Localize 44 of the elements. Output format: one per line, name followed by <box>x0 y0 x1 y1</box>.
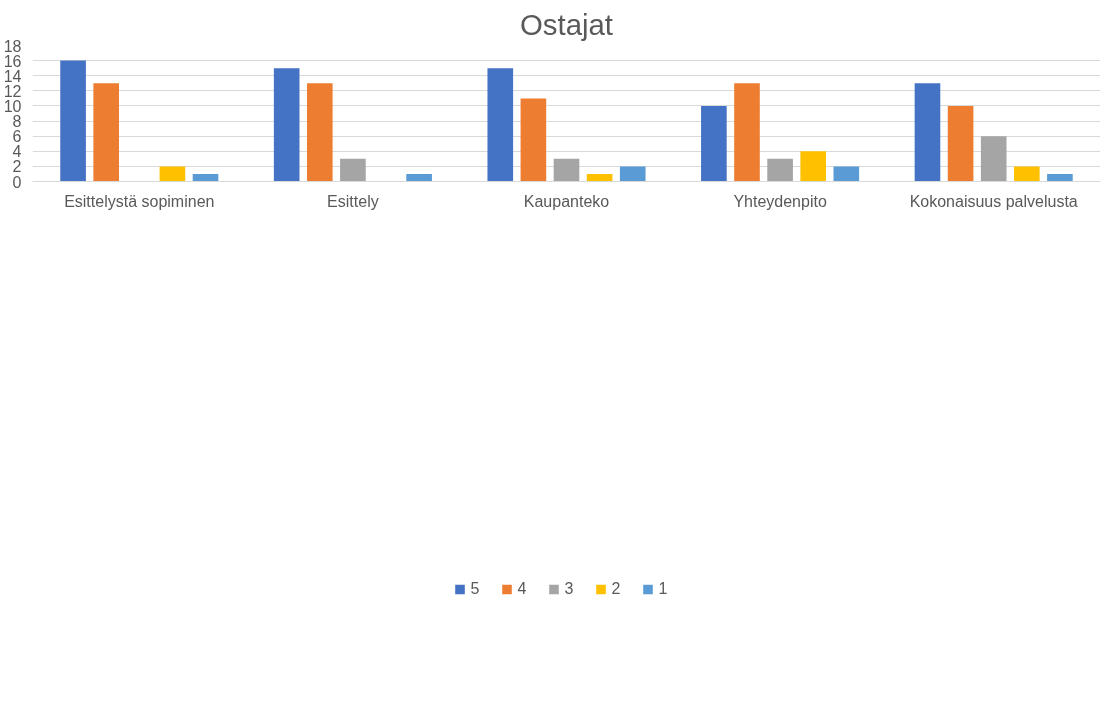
y-tick-label: 12 <box>3 82 22 100</box>
x-tick-label: Kokonaisuus palvelusta <box>909 192 1078 210</box>
legend-label: 4 <box>517 579 528 598</box>
bar <box>980 136 1007 182</box>
bar <box>800 151 827 182</box>
bar <box>1013 166 1040 182</box>
bar <box>487 68 514 182</box>
bar <box>767 158 793 182</box>
bar <box>734 83 760 182</box>
bar <box>406 173 432 182</box>
x-tick-label: Yhteydenpito <box>733 192 827 210</box>
bar <box>93 83 120 182</box>
y-tick-label: 16 <box>3 52 22 70</box>
x-tick-label: Kaupanteko <box>523 192 610 210</box>
bar <box>60 60 86 182</box>
bar <box>192 173 219 182</box>
y-tick-label: 6 <box>12 128 22 146</box>
legend-label: 3 <box>564 579 575 598</box>
y-tick-label: 4 <box>12 143 22 161</box>
bar <box>701 105 727 182</box>
bar <box>553 158 580 182</box>
y-tick-label: 2 <box>12 158 22 176</box>
legend-label: 5 <box>470 579 481 598</box>
bar <box>586 173 613 182</box>
bar <box>340 158 366 182</box>
chart-title: Ostajat <box>520 7 613 41</box>
y-tick-label: 0 <box>12 173 22 191</box>
bar <box>520 98 547 182</box>
legend-label: 2 <box>611 579 622 598</box>
bar <box>619 166 646 182</box>
bar <box>159 166 186 182</box>
x-tick-label: Esittelystä sopiminen <box>64 192 215 210</box>
bar <box>914 83 941 182</box>
y-tick-label: 18 <box>3 37 22 55</box>
y-tick-label: 14 <box>3 67 22 85</box>
legend-label: 1 <box>658 579 669 598</box>
bar <box>273 68 300 182</box>
bar <box>833 166 860 182</box>
y-tick-label: 8 <box>12 113 22 131</box>
bar <box>306 83 333 182</box>
y-tick-label: 10 <box>3 97 22 115</box>
bar <box>947 105 974 182</box>
bar <box>1047 173 1073 182</box>
x-tick-label: Esittely <box>327 192 379 210</box>
